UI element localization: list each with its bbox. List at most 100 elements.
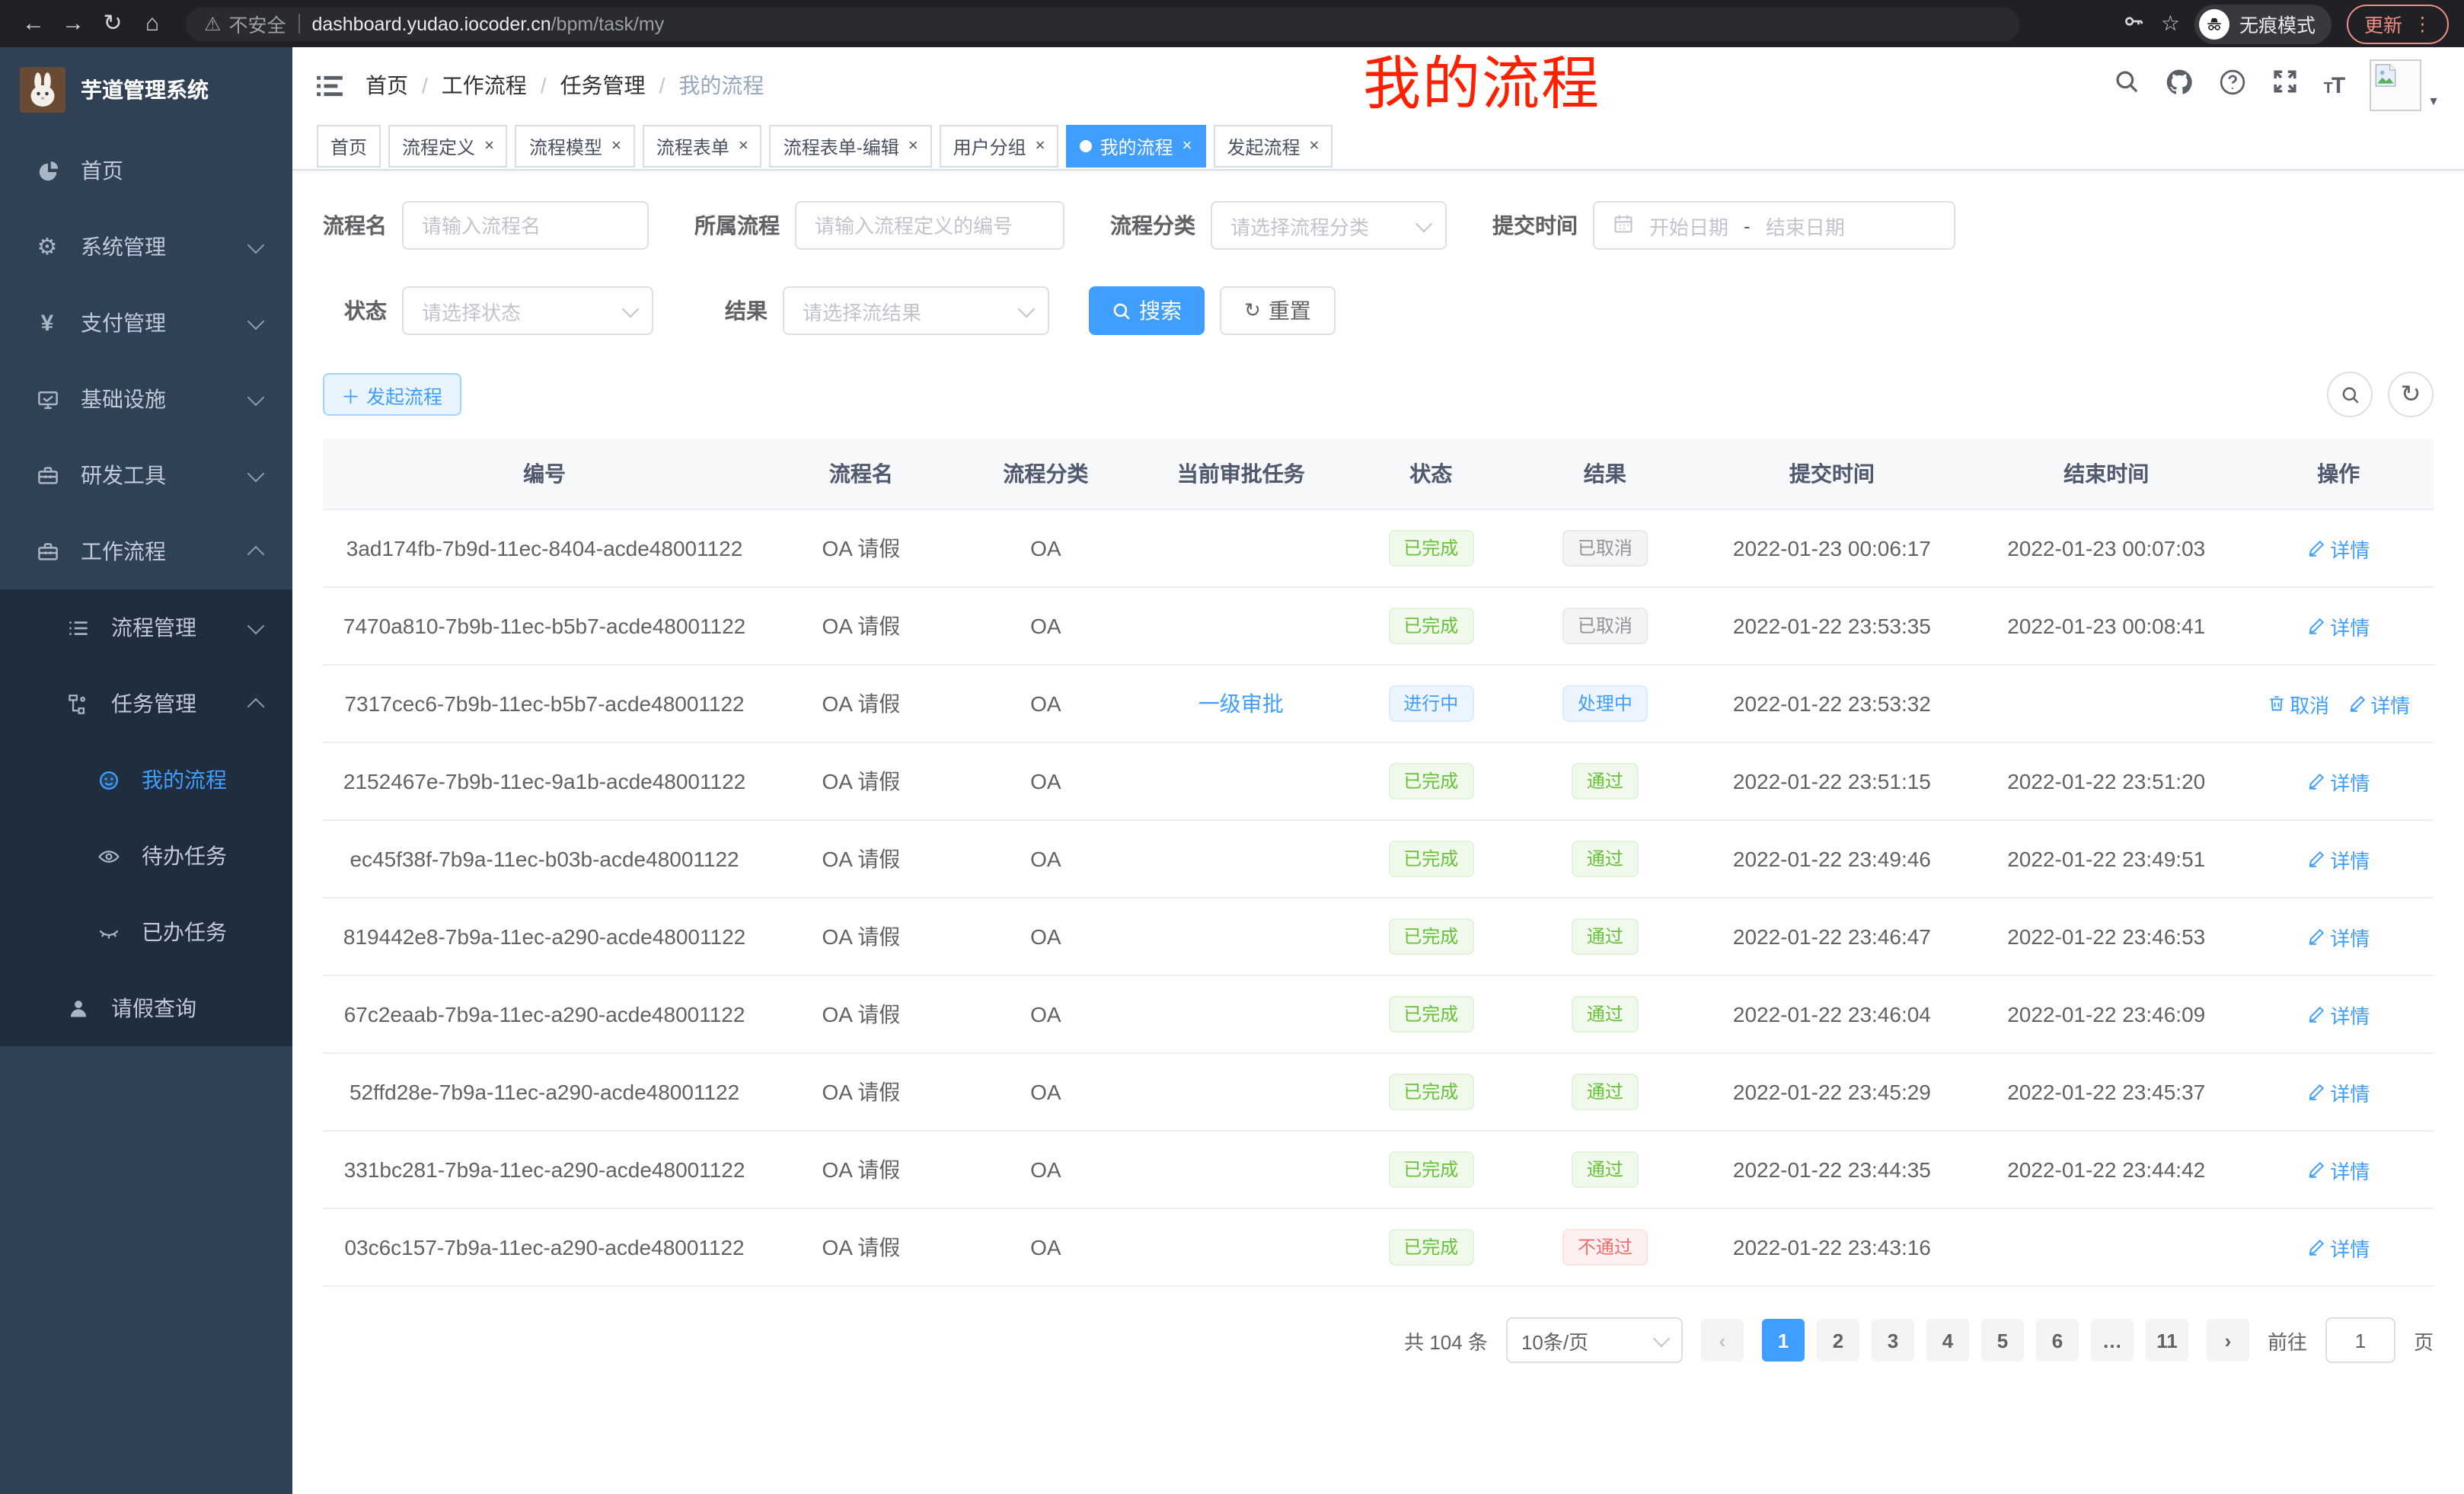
page-button-1[interactable]: 1	[1761, 1319, 1805, 1362]
detail-button[interactable]: 详情	[2307, 844, 2370, 873]
reset-button[interactable]: ↻ 重置	[1220, 286, 1336, 335]
tab-user-group[interactable]: 用户分组 ×	[939, 125, 1059, 168]
tab-process-form[interactable]: 流程表单 ×	[642, 125, 762, 168]
breadcrumb-task-mgmt[interactable]: 任务管理	[560, 73, 646, 97]
browser-forward-icon[interactable]: →	[62, 11, 85, 37]
toggle-search-button[interactable]	[2327, 372, 2373, 417]
table-row: 331bc281-7b9a-11ec-a290-acde48001122 OA 请…	[323, 1131, 2434, 1209]
avatar-caret-down-icon[interactable]: ▼	[2427, 94, 2440, 108]
sidebar-item-devtools[interactable]: 研发工具	[0, 437, 292, 513]
tab-home[interactable]: 首页	[317, 125, 381, 168]
page-button-5[interactable]: 5	[1980, 1319, 2024, 1362]
detail-button[interactable]: 详情	[2307, 1155, 2370, 1184]
detail-button[interactable]: 详情	[2307, 1077, 2370, 1106]
cell-result: 通过	[1515, 1053, 1695, 1132]
face-icon	[94, 768, 122, 791]
next-page-button[interactable]: ›	[2206, 1319, 2249, 1362]
cancel-button[interactable]: 取消	[2267, 689, 2329, 718]
submit-time-range-picker[interactable]: 开始日期 - 结束日期	[1593, 201, 1955, 250]
tab-close-icon[interactable]: ×	[1309, 137, 1320, 155]
header-search-icon[interactable]	[2114, 69, 2140, 102]
sidebar-item-infrastructure[interactable]: 基础设施	[0, 361, 292, 437]
hamburger-icon[interactable]	[317, 74, 343, 97]
status-badge: 已完成	[1388, 1074, 1474, 1110]
password-key-icon[interactable]	[2121, 9, 2146, 38]
pen-icon	[2307, 1238, 2325, 1256]
process-name-label: 流程名	[323, 213, 387, 238]
process-name-input[interactable]	[402, 201, 649, 250]
goto-unit-label: 页	[2413, 1330, 2434, 1353]
sidebar-item-system[interactable]: ⚙ 系统管理	[0, 209, 292, 285]
not-secure-warning[interactable]: ⚠ 不安全	[204, 9, 286, 38]
fullscreen-icon[interactable]	[2272, 69, 2298, 102]
breadcrumb-workflow[interactable]: 工作流程	[441, 73, 527, 97]
sidebar-item-process-mgmt[interactable]: 流程管理	[0, 589, 292, 666]
sidebar-logo[interactable]: 芋道管理系统	[0, 47, 292, 132]
browser-menu-dots-icon[interactable]: ⋮	[2413, 14, 2432, 35]
sidebar-item-leave-query[interactable]: 请假查询	[0, 970, 292, 1046]
detail-button[interactable]: 详情	[2307, 611, 2370, 640]
prev-page-button[interactable]: ‹	[1700, 1319, 1744, 1362]
detail-button[interactable]: 详情	[2307, 922, 2370, 951]
browser-back-icon[interactable]: ←	[22, 11, 45, 37]
github-icon[interactable]	[2166, 68, 2193, 103]
tab-process-form-edit[interactable]: 流程表单-编辑 ×	[769, 125, 932, 168]
tab-my-process[interactable]: 我的流程 ×	[1066, 125, 1206, 168]
page-button-11[interactable]: 11	[2145, 1319, 2188, 1362]
cell-end-time: 2022-01-23 00:08:41	[1969, 587, 2244, 666]
detail-button[interactable]: 详情	[2307, 534, 2370, 563]
sidebar-item-todo-tasks[interactable]: 待办任务	[0, 818, 292, 894]
status-badge: 已完成	[1388, 763, 1474, 800]
bookmark-star-icon[interactable]: ☆	[2160, 11, 2180, 35]
detail-button[interactable]: 详情	[2307, 1000, 2370, 1029]
more-pages-button[interactable]: …	[2090, 1319, 2134, 1362]
process-category-select[interactable]: 请选择流程分类	[1211, 201, 1447, 250]
page-button-6[interactable]: 6	[2035, 1319, 2079, 1362]
status-badge: 已完成	[1388, 608, 1474, 644]
sidebar-item-payment[interactable]: ¥ 支付管理	[0, 285, 292, 361]
address-bar[interactable]: ⚠ 不安全 dashboard.yudao.iocoder.cn/bpm/tas…	[186, 7, 2019, 40]
current-task-link[interactable]: 一级审批	[1198, 691, 1284, 716]
page-button-2[interactable]: 2	[1816, 1319, 1859, 1362]
cell-status: 已完成	[1346, 1208, 1516, 1287]
cell-id: 7317cec6-7b9b-11ec-b5b7-acde48001122	[323, 665, 767, 743]
font-size-icon[interactable]: TT	[2323, 72, 2346, 98]
browser-home-icon[interactable]: ⌂	[145, 11, 160, 37]
sidebar-item-done-tasks[interactable]: 已办任务	[0, 894, 292, 970]
detail-button[interactable]: 详情	[2348, 689, 2410, 718]
cell-submit-time: 2022-01-22 23:46:47	[1694, 898, 1970, 976]
tab-close-icon[interactable]: ×	[484, 137, 494, 155]
tab-start-process[interactable]: 发起流程 ×	[1213, 125, 1333, 168]
breadcrumb-home[interactable]: 首页	[365, 73, 408, 97]
search-button[interactable]: 搜索	[1089, 286, 1205, 335]
sidebar-item-home[interactable]: 首页	[0, 132, 292, 209]
tab-close-icon[interactable]: ×	[1182, 137, 1192, 155]
sidebar-item-task-mgmt[interactable]: 任务管理	[0, 666, 292, 742]
help-icon[interactable]	[2219, 68, 2246, 103]
refresh-table-button[interactable]: ↻	[2388, 372, 2434, 417]
detail-button[interactable]: 详情	[2307, 767, 2370, 796]
col-status: 状态	[1346, 439, 1516, 510]
sidebar-item-workflow[interactable]: 工作流程	[0, 513, 292, 589]
tab-process-definition[interactable]: 流程定义 ×	[388, 125, 508, 168]
tab-process-model[interactable]: 流程模型 ×	[515, 125, 635, 168]
detail-button[interactable]: 详情	[2307, 1233, 2370, 1262]
tags-view-bar: 首页 流程定义 × 流程模型 × 流程表单 × 流程表单-编辑 × 用户分组 × 我的流程 × 发起流程 ×	[292, 123, 2464, 171]
sidebar-item-my-process[interactable]: 我的流程	[0, 742, 292, 818]
start-process-button[interactable]: ＋ 发起流程	[323, 373, 461, 416]
tab-close-icon[interactable]: ×	[738, 137, 748, 155]
browser-reload-icon[interactable]: ↻	[103, 11, 123, 37]
goto-page-input[interactable]	[2325, 1317, 2395, 1363]
status-select[interactable]: 请选择状态	[402, 286, 653, 335]
tab-close-icon[interactable]: ×	[611, 137, 621, 155]
page-size-select[interactable]: 10条/页	[1505, 1317, 1683, 1363]
page-button-4[interactable]: 4	[1926, 1319, 1969, 1362]
result-select[interactable]: 请选择流结果	[783, 286, 1049, 335]
avatar[interactable]	[2370, 59, 2422, 111]
tab-close-icon[interactable]: ×	[908, 137, 918, 155]
cell-id: 3ad174fb-7b9d-11ec-8404-acde48001122	[323, 509, 767, 588]
page-button-3[interactable]: 3	[1871, 1319, 1914, 1362]
owner-process-input[interactable]	[795, 201, 1064, 250]
browser-update-button[interactable]: 更新 ⋮	[2347, 4, 2449, 43]
tab-close-icon[interactable]: ×	[1035, 137, 1045, 155]
